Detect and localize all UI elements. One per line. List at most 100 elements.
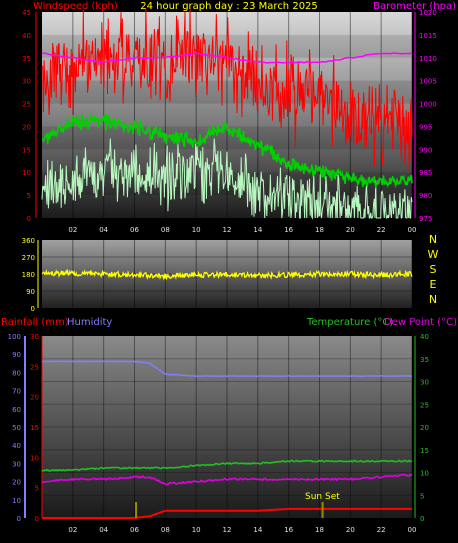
humidity-tick-label: 50 bbox=[12, 424, 21, 432]
windspeed-tick-label: 20 bbox=[22, 123, 31, 131]
wind-average-series bbox=[41, 111, 413, 189]
barometer-tick-label: 995 bbox=[419, 123, 432, 131]
humidity-tick-label: 20 bbox=[12, 479, 21, 487]
climate-x-tick-label: 00 bbox=[408, 526, 417, 534]
temperature-tick-label: 30 bbox=[420, 379, 429, 387]
barometer-series bbox=[41, 51, 413, 64]
climate-x-tick-label: 08 bbox=[161, 526, 170, 534]
windspeed-tick-label: 30 bbox=[22, 78, 31, 86]
wind-x-tick-label: 12 bbox=[223, 226, 232, 234]
dew-point-axis-title: Dew Point (°C) bbox=[384, 317, 457, 328]
compass-label: N bbox=[429, 233, 437, 246]
barometer-tick-label: 990 bbox=[419, 146, 432, 154]
temperature-axis-title: Temperature (°C) bbox=[306, 317, 393, 328]
compass-label: E bbox=[430, 278, 437, 291]
humidity-tick-label: 90 bbox=[12, 351, 21, 359]
barometer-tick-label: 1020 bbox=[419, 9, 437, 17]
rainfall-tick-label: 15 bbox=[30, 424, 39, 432]
temperature-tick-label: 5 bbox=[420, 492, 424, 500]
dew-point-series bbox=[41, 473, 413, 486]
rainfall-series bbox=[42, 507, 412, 519]
climate-x-tick-label: 12 bbox=[223, 526, 232, 534]
temperature-tick-label: 15 bbox=[420, 447, 429, 455]
wind-gust-series bbox=[41, 7, 413, 173]
rainfall-tick-label: 25 bbox=[30, 363, 39, 371]
direction-tick-label: 0 bbox=[31, 305, 35, 313]
sunset-annotation: Sun Set bbox=[305, 492, 340, 502]
humidity-tick-label: 10 bbox=[12, 497, 21, 505]
climate-x-tick-label: 18 bbox=[315, 526, 324, 534]
windspeed-tick-label: 5 bbox=[27, 192, 31, 200]
wind-x-tick-label: 18 bbox=[315, 226, 324, 234]
wind-x-tick-label: 06 bbox=[130, 226, 139, 234]
barometer-tick-label: 1015 bbox=[419, 32, 437, 40]
climate-x-tick-label: 06 bbox=[130, 526, 139, 534]
windspeed-tick-label: 10 bbox=[22, 169, 31, 177]
wind-low-series bbox=[41, 138, 413, 220]
temperature-tick-label: 0 bbox=[420, 515, 424, 523]
climate-x-tick-label: 14 bbox=[253, 526, 262, 534]
rainfall-tick-label: 0 bbox=[35, 515, 39, 523]
compass-label: S bbox=[430, 263, 437, 276]
humidity-tick-label: 80 bbox=[12, 369, 21, 377]
climate-x-tick-label: 04 bbox=[99, 526, 108, 534]
barometer-tick-label: 1005 bbox=[419, 78, 437, 86]
temperature-tick-label: 10 bbox=[420, 470, 429, 478]
windspeed-tick-label: 35 bbox=[22, 55, 31, 63]
climate-x-tick-label: 02 bbox=[68, 526, 77, 534]
wind-x-tick-label: 02 bbox=[68, 226, 77, 234]
humidity-tick-label: 60 bbox=[12, 406, 21, 414]
windspeed-tick-label: 0 bbox=[27, 215, 31, 223]
wind-x-tick-label: 14 bbox=[253, 226, 262, 234]
barometer-tick-label: 980 bbox=[419, 192, 432, 200]
temperature-series bbox=[42, 459, 413, 472]
wind-direction-series bbox=[41, 268, 413, 281]
windspeed-tick-label: 40 bbox=[22, 32, 31, 40]
humidity-tick-label: 30 bbox=[12, 460, 21, 468]
direction-tick-label: 360 bbox=[22, 237, 35, 245]
wind-x-tick-label: 08 bbox=[161, 226, 170, 234]
humidity-tick-label: 100 bbox=[8, 333, 21, 341]
wind-x-tick-label: 10 bbox=[192, 226, 201, 234]
windspeed-axis-title: Windspeed (kph) bbox=[33, 1, 118, 12]
rainfall-tick-label: 30 bbox=[30, 333, 39, 341]
climate-x-tick-label: 16 bbox=[284, 526, 293, 534]
wind-x-tick-label: 04 bbox=[99, 226, 108, 234]
temperature-tick-label: 40 bbox=[420, 333, 429, 341]
wind-x-tick-label: 00 bbox=[408, 226, 417, 234]
wind-panel-band bbox=[42, 126, 412, 150]
compass-label: N bbox=[429, 293, 437, 306]
rainfall-tick-label: 10 bbox=[30, 454, 39, 462]
compass-label: W bbox=[428, 248, 439, 261]
rainfall-axis-title: Rainfall (mm) bbox=[1, 317, 69, 328]
climate-panel-background bbox=[42, 336, 412, 518]
wind-x-tick-label: 20 bbox=[346, 226, 355, 234]
rainfall-tick-label: 5 bbox=[35, 485, 39, 493]
temperature-tick-label: 35 bbox=[420, 356, 429, 364]
climate-x-tick-label: 20 bbox=[346, 526, 355, 534]
humidity-tick-label: 0 bbox=[17, 515, 21, 523]
direction-tick-label: 180 bbox=[22, 271, 35, 279]
temperature-tick-label: 20 bbox=[420, 424, 429, 432]
temperature-tick-label: 25 bbox=[420, 401, 429, 409]
climate-x-tick-label: 10 bbox=[192, 526, 201, 534]
chart-title: 24 hour graph day : 23 March 2025 bbox=[140, 1, 318, 12]
wind-x-tick-label: 22 bbox=[377, 226, 386, 234]
barometer-tick-label: 1000 bbox=[419, 101, 437, 109]
barometer-tick-label: 1010 bbox=[419, 55, 437, 63]
direction-tick-label: 270 bbox=[22, 254, 35, 262]
barometer-tick-label: 985 bbox=[419, 169, 432, 177]
humidity-tick-label: 70 bbox=[12, 388, 21, 396]
wind-x-tick-label: 16 bbox=[284, 226, 293, 234]
direction-tick-label: 90 bbox=[26, 288, 35, 296]
climate-x-tick-label: 22 bbox=[377, 526, 386, 534]
humidity-tick-label: 40 bbox=[12, 442, 21, 450]
windspeed-tick-label: 15 bbox=[22, 146, 31, 154]
humidity-series bbox=[41, 360, 413, 377]
rainfall-tick-label: 20 bbox=[30, 394, 39, 402]
barometer-axis-title: Barometer (hpa) bbox=[373, 1, 456, 12]
barometer-tick-label: 975 bbox=[419, 215, 432, 223]
humidity-axis-title: Humidity bbox=[67, 317, 112, 328]
